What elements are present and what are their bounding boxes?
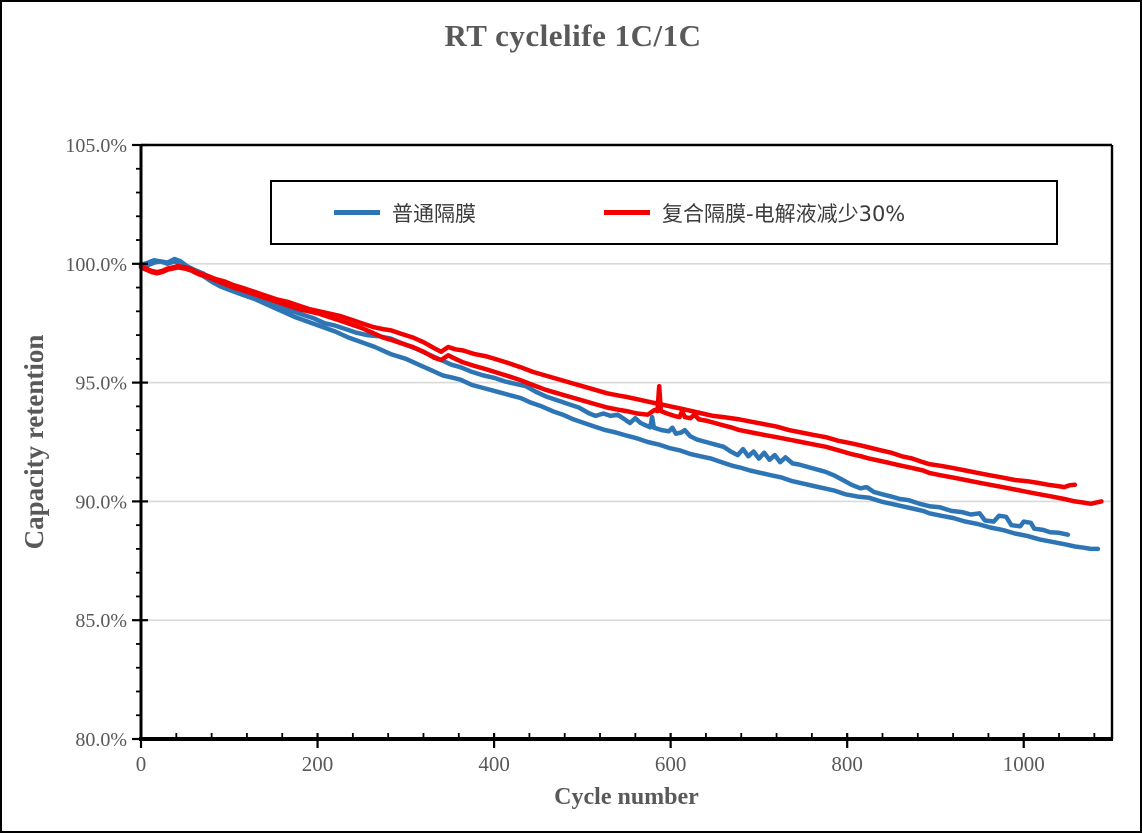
y-tick-label: 105.0% — [65, 135, 127, 157]
x-tick-label: 0 — [136, 752, 147, 776]
series-line-0 — [138, 256, 1071, 537]
y-tick-label: 100.0% — [65, 254, 127, 276]
x-tick-label: 200 — [302, 752, 334, 776]
y-tick-label: 85.0% — [75, 610, 127, 632]
chart-title: RT cyclelife 1C/1C — [444, 18, 702, 53]
x-tick-label: 600 — [655, 752, 687, 776]
y-tick-label: 90.0% — [75, 491, 127, 513]
red-line-swatch — [604, 210, 650, 215]
legend-box: 普通隔膜 复合隔膜-电解液减少30% — [270, 180, 1058, 245]
x-tick-label: 1000 — [1003, 752, 1045, 776]
legend-label: 复合隔膜-电解液减少30% — [662, 201, 906, 226]
legend-item-ordinary-separator: 普通隔膜 — [334, 198, 476, 228]
series-line-3 — [138, 265, 1104, 507]
series-line-1 — [138, 259, 1101, 552]
x-tick-label: 400 — [478, 752, 510, 776]
series-line-2 — [138, 263, 1078, 490]
y-tick-label: 95.0% — [75, 373, 127, 395]
legend-label: 普通隔膜 — [392, 201, 476, 226]
x-tick-label: 800 — [831, 752, 863, 776]
legend-item-composite-separator: 复合隔膜-电解液减少30% — [604, 198, 905, 228]
blue-line-swatch — [334, 210, 380, 215]
x-axis-title: Cycle number — [554, 784, 699, 810]
y-tick-label: 80.0% — [75, 729, 127, 751]
